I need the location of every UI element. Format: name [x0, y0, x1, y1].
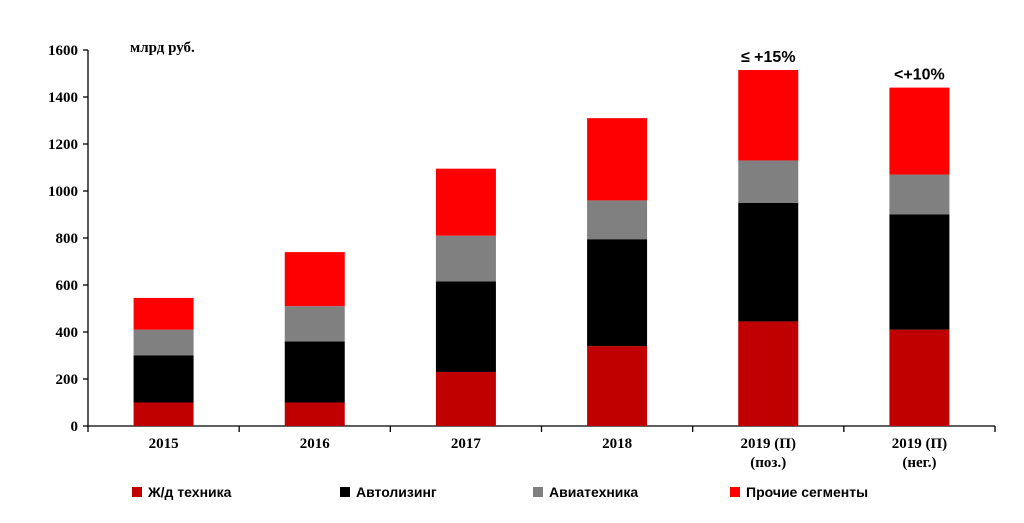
y-tick-label: 1600	[48, 43, 78, 59]
x-category-label: 2018	[602, 436, 632, 452]
x-axis: 2015 2016 2017 2018 2019 (П) (поз.) 2019 (П) (н…	[87, 425, 996, 471]
x-category-label: 2019 (П)	[892, 436, 947, 452]
bar-segment	[889, 329, 950, 426]
bar-segment	[435, 168, 496, 236]
bar-segment	[587, 200, 648, 240]
legend-swatch	[132, 487, 142, 497]
legend-swatch	[533, 487, 543, 497]
y-tick-label: 200	[56, 372, 79, 388]
y-tick-label: 1200	[48, 137, 78, 153]
y-tick-label: 600	[56, 278, 79, 294]
annotations: ≤ +15% <+10%	[741, 49, 945, 84]
bar-segment	[133, 329, 194, 356]
x-category-label: 2015	[149, 436, 179, 452]
y-axis: 0 200 400 600 800 1000 1200 1400 1600	[48, 43, 89, 435]
legend-label: Авиатехника	[549, 484, 638, 500]
legend-label: Ж/д техника	[147, 484, 232, 500]
bar-segment	[738, 69, 799, 161]
bar-segment	[435, 371, 496, 426]
bar-segment	[284, 402, 345, 426]
bar-segment	[587, 346, 648, 426]
x-category-label: 2016	[300, 436, 331, 452]
bar-segment	[435, 281, 496, 372]
bar-segment	[133, 355, 194, 403]
bar-segment	[738, 160, 799, 203]
bar-segment	[587, 239, 648, 347]
legend-swatch	[340, 487, 350, 497]
bar-segment	[284, 306, 345, 342]
unit-label: млрд руб.	[130, 40, 195, 56]
bar-segment	[587, 118, 648, 201]
bar-segment	[133, 402, 194, 426]
bar-segment	[738, 321, 799, 426]
x-category-label: 2017	[451, 436, 482, 452]
y-tick-label: 800	[56, 231, 79, 247]
bar-annotation: ≤ +15%	[741, 49, 796, 66]
legend: Ж/д техника Автолизинг Авиатехника Прочие с…	[132, 484, 868, 500]
bar-segment	[889, 174, 950, 215]
y-tick-label: 0	[71, 419, 79, 435]
x-category-label: (поз.)	[750, 455, 786, 471]
y-tick-label: 1400	[48, 90, 78, 106]
bar-segment	[889, 87, 950, 175]
x-category-label: (нег.)	[902, 455, 936, 471]
legend-swatch	[730, 487, 740, 497]
legend-label: Прочие сегменты	[746, 484, 868, 500]
legend-label: Автолизинг	[356, 484, 437, 500]
bar-annotation: <+10%	[894, 67, 945, 84]
bar-segment	[889, 214, 950, 330]
bar-segment	[284, 252, 345, 307]
bar-segment	[738, 202, 799, 322]
y-tick-label: 400	[56, 325, 79, 341]
bar-segment	[133, 297, 194, 330]
x-category-label: 2019 (П)	[741, 436, 796, 452]
bar-segment	[284, 341, 345, 403]
bars	[133, 69, 950, 426]
y-tick-label: 1000	[48, 184, 78, 200]
bar-segment	[435, 235, 496, 282]
